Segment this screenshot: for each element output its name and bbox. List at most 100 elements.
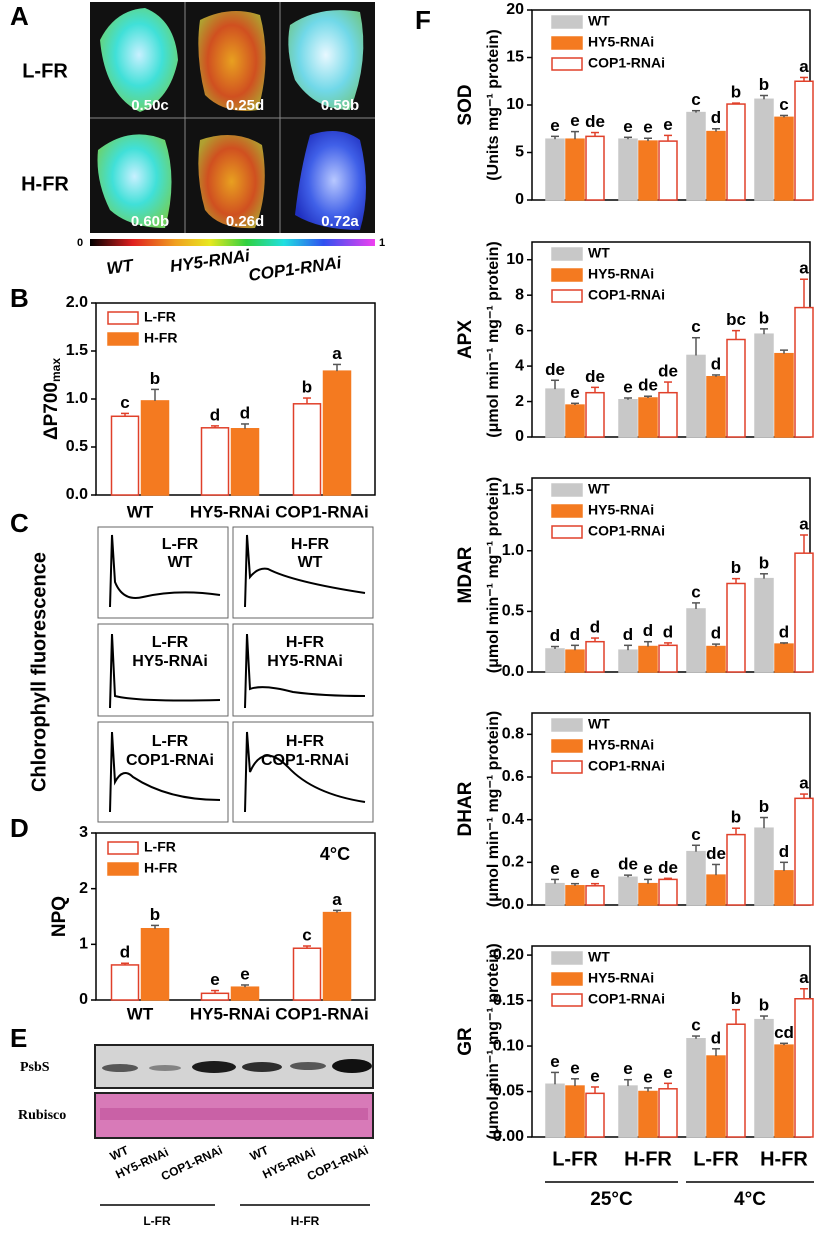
bar [726, 1023, 746, 1138]
significance-letter: e [663, 1063, 672, 1082]
significance-letter: b [759, 797, 769, 816]
significance-letter: d [643, 621, 653, 640]
y-axis-label: ΔP700max [41, 358, 63, 440]
error-bar [591, 637, 599, 642]
bar [110, 415, 140, 496]
bar [545, 138, 565, 201]
bar [585, 135, 605, 201]
group-label: 25°C [590, 1189, 633, 1210]
error-bar [551, 1071, 559, 1085]
significance-letter: d [711, 1028, 721, 1047]
y-tick-label: 0.8 [502, 726, 524, 743]
error-bar [780, 642, 788, 645]
panel-letter: E [10, 1023, 27, 1053]
legend-label: L-FR [144, 309, 176, 325]
y-axis-units: (μmol min⁻¹ mg⁻¹ protein) [485, 241, 502, 437]
significance-letter: e [663, 115, 672, 134]
legend-swatch [551, 483, 583, 497]
significance-letter: b [150, 905, 160, 924]
panel-letter: B [10, 283, 29, 313]
cell-label: WT [168, 554, 193, 571]
legend-label: COP1-RNAi [588, 55, 665, 71]
bar [658, 644, 678, 673]
legend-label: L-FR [144, 839, 176, 855]
error-bar [551, 135, 559, 140]
significance-letter: d [210, 405, 220, 424]
y-tick-label: 0.05 [493, 1083, 524, 1100]
y-tick-label: 0 [515, 428, 524, 445]
y-axis-units: (Units mg⁻¹ protein) [485, 29, 502, 181]
bar [585, 640, 605, 673]
fluorescence-traces [97, 526, 374, 823]
bar [545, 1083, 565, 1138]
significance-letter: e [570, 111, 579, 130]
significance-letter: d [120, 943, 130, 962]
row-label: PsbS [20, 1060, 50, 1075]
bar [638, 882, 658, 906]
bar [230, 428, 260, 496]
error-bar [760, 573, 768, 579]
bar [565, 404, 585, 438]
significance-letter: e [550, 859, 559, 878]
lane-label: WT [248, 1143, 271, 1164]
error-bar [644, 878, 652, 884]
annotation: 4°C [320, 844, 350, 864]
legend-swatch [107, 841, 139, 855]
y-tick-label: 0.6 [502, 768, 524, 785]
bar [618, 876, 638, 906]
bar [754, 577, 774, 673]
significance-letter: d [570, 625, 580, 644]
bar [200, 427, 230, 496]
significance-letter: b [759, 996, 769, 1015]
error-bar [712, 643, 720, 647]
significance-letter: cd [774, 1023, 794, 1042]
bar [230, 986, 260, 1001]
legend-swatch [551, 951, 583, 965]
significance-letter: de [706, 844, 726, 863]
x-tick-label: HY5-RNAi [190, 502, 270, 521]
leaf [198, 135, 265, 229]
band [149, 1065, 181, 1071]
significance-letter: e [590, 1066, 599, 1085]
error-bar [571, 1078, 579, 1087]
legend-label: H-FR [144, 860, 177, 876]
error-bar [712, 863, 720, 876]
bar [794, 998, 814, 1138]
cell-label: L-FR [152, 634, 189, 651]
error-bar [151, 388, 159, 401]
y-tick-label: 0.4 [502, 811, 524, 828]
y-tick-label: 1.5 [502, 481, 524, 498]
bar [686, 850, 706, 906]
significance-letter: de [585, 112, 605, 131]
significance-letter: e [643, 118, 652, 137]
error-bar [333, 909, 341, 913]
y-tick-label: 2.0 [66, 294, 88, 311]
y-tick-label: 6 [515, 322, 524, 339]
y-axis-units: (μmol min⁻¹ mg⁻¹ protein) [485, 711, 502, 907]
error-bar [644, 1087, 652, 1092]
significance-letter: e [240, 964, 249, 983]
significance-letter: e [623, 117, 632, 136]
x-tick-label: L-FR [552, 1148, 598, 1170]
y-tick-label: 0.15 [493, 992, 524, 1009]
y-axis-label: GR [455, 1027, 476, 1056]
image-label: 0.25d [226, 97, 264, 114]
bar [794, 552, 814, 673]
significance-letter: e [550, 116, 559, 135]
y-tick-label: 0.5 [502, 603, 524, 620]
error-bar [571, 130, 579, 140]
y-tick-label: 0 [515, 191, 524, 208]
panel-letter: F [415, 5, 431, 35]
cell-label: H-FR [286, 733, 325, 750]
y-axis-label-sub: max [49, 358, 63, 382]
trace [109, 633, 221, 709]
error-bar [211, 989, 219, 994]
leaf [288, 10, 364, 110]
error-bar [241, 423, 249, 429]
error-bar [732, 577, 740, 584]
x-tick-label: HY5-RNAi [190, 1004, 270, 1023]
error-bar [571, 644, 579, 651]
significance-letter: e [570, 383, 579, 402]
bar [726, 103, 746, 201]
x-tick-label: WT [127, 1004, 154, 1023]
